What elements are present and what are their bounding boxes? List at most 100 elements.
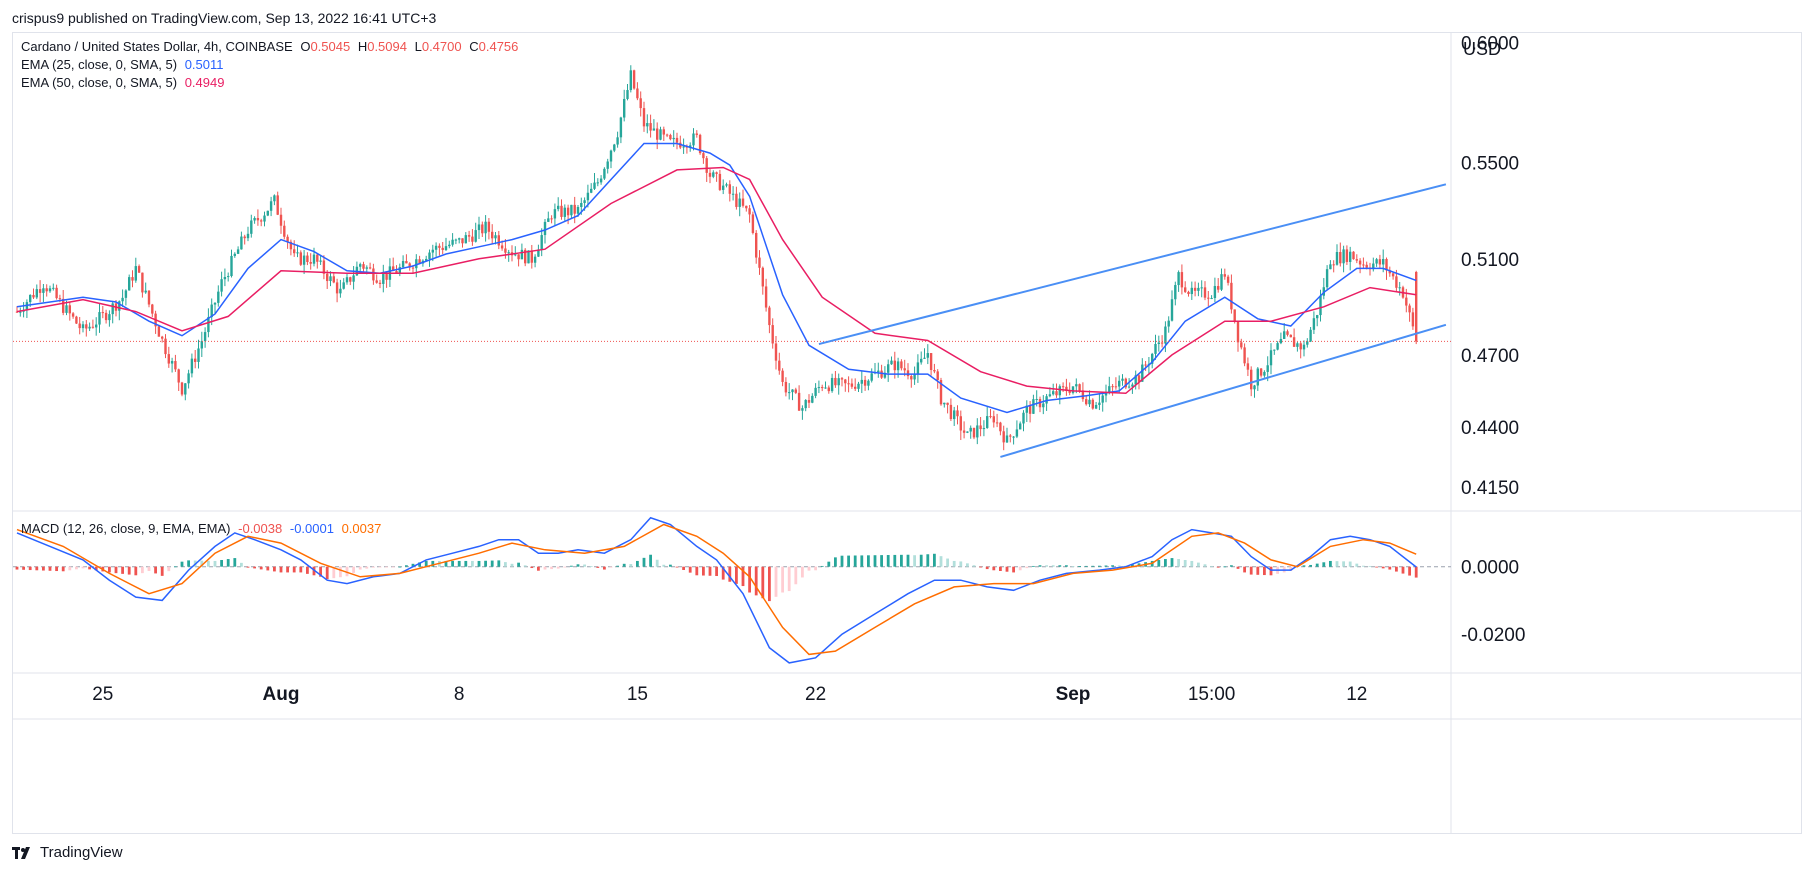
candle-body [596, 182, 599, 184]
candle-body [718, 173, 722, 190]
candle-body [1296, 343, 1299, 347]
candle-body [15, 311, 19, 313]
candle [659, 126, 662, 141]
candle-body [296, 252, 299, 254]
tradingview-logo[interactable]: TradingView [12, 844, 123, 861]
candle [1276, 341, 1279, 351]
candle [827, 385, 830, 394]
histogram-bar [1355, 563, 1359, 567]
candle-body [893, 360, 896, 371]
candle [883, 366, 887, 379]
histogram-bar [926, 554, 930, 567]
candle-body [642, 108, 646, 127]
histogram-bar [1005, 566, 1009, 572]
candle [1108, 376, 1111, 395]
histogram-bar [642, 557, 646, 567]
candle [844, 378, 847, 392]
candle [1273, 349, 1276, 355]
candle-body [134, 266, 137, 281]
histogram-bar [319, 566, 322, 577]
candle [1256, 367, 1259, 391]
candle [976, 418, 979, 445]
candle-body [728, 184, 731, 194]
candle [147, 290, 151, 308]
candle [540, 228, 543, 257]
histogram-bar [385, 566, 388, 568]
candle [1309, 326, 1312, 343]
candle [949, 398, 953, 422]
histogram-bar [1335, 561, 1339, 567]
candle [652, 119, 656, 131]
candle-body [497, 235, 500, 246]
candle [547, 211, 550, 223]
candle [144, 282, 147, 294]
candle [352, 266, 355, 290]
ema50-legend[interactable]: EMA (50, close, 0, SMA, 5) 0.4949 [21, 75, 228, 90]
close-label: C [469, 39, 479, 54]
histogram-bar [1388, 566, 1392, 570]
candle-body [735, 193, 738, 207]
chart-frame[interactable]: USD 0.6000 0.5500 0.5100 0.4700 0.4400 0.4150… [12, 32, 1802, 834]
candle [1296, 341, 1299, 352]
candle-body [1009, 435, 1012, 437]
candle [269, 196, 273, 217]
candle-body [1091, 399, 1094, 409]
candle-body [550, 218, 553, 220]
candle-body [329, 276, 332, 282]
candle-body [946, 402, 949, 405]
candle-body [339, 288, 342, 294]
candle-body [170, 361, 174, 364]
candle-body [227, 276, 230, 278]
candle-body [553, 209, 557, 219]
ema25-legend[interactable]: EMA (25, close, 0, SMA, 5) 0.5011 [21, 57, 227, 72]
candle-body [1197, 287, 1200, 291]
candle [236, 246, 240, 255]
histogram-bar [1269, 566, 1273, 576]
histogram-bar [220, 559, 223, 567]
candle [1121, 374, 1124, 386]
candle [665, 133, 669, 138]
histogram-bar [1111, 565, 1114, 567]
candle [969, 425, 972, 439]
candle [1372, 257, 1375, 272]
histogram-bar [1408, 566, 1411, 576]
histogram-bar [88, 566, 91, 570]
candle [708, 168, 712, 184]
histogram-bar [207, 560, 210, 567]
candle [32, 288, 35, 299]
candle [771, 318, 774, 349]
chart-canvas[interactable]: USD 0.6000 0.5500 0.5100 0.4700 0.4400 0.4150… [13, 33, 1801, 833]
candle-body [731, 193, 735, 195]
histogram-bar [1091, 565, 1095, 567]
macd-legend[interactable]: MACD (12, 26, close, 9, EMA, EMA) -0.003… [21, 521, 385, 536]
histogram-bar [867, 555, 870, 567]
candle-body [665, 134, 669, 136]
candle [619, 116, 623, 144]
candle [933, 363, 936, 374]
open-label: O [300, 39, 311, 54]
histogram-bar [48, 566, 52, 571]
candle-body [266, 210, 269, 216]
candle-body [1131, 384, 1134, 387]
candle [78, 317, 81, 335]
histogram-bar [1045, 565, 1048, 567]
candle-body [279, 214, 283, 226]
histogram-bar [543, 566, 547, 570]
candle-body [428, 252, 431, 259]
candle [184, 383, 187, 401]
candle-body [1071, 386, 1075, 393]
candle-body [263, 215, 266, 222]
candle [85, 320, 88, 337]
candle [936, 369, 939, 389]
candle-body [764, 286, 768, 308]
histogram-bar [1249, 566, 1253, 575]
candle [530, 244, 533, 269]
candle [1203, 281, 1207, 301]
candle [52, 283, 55, 291]
candle-body [1279, 338, 1283, 344]
histogram-bar [279, 566, 283, 573]
candle-body [322, 260, 326, 274]
candle [979, 416, 982, 437]
candle [378, 279, 382, 289]
candle-body [1203, 287, 1207, 298]
